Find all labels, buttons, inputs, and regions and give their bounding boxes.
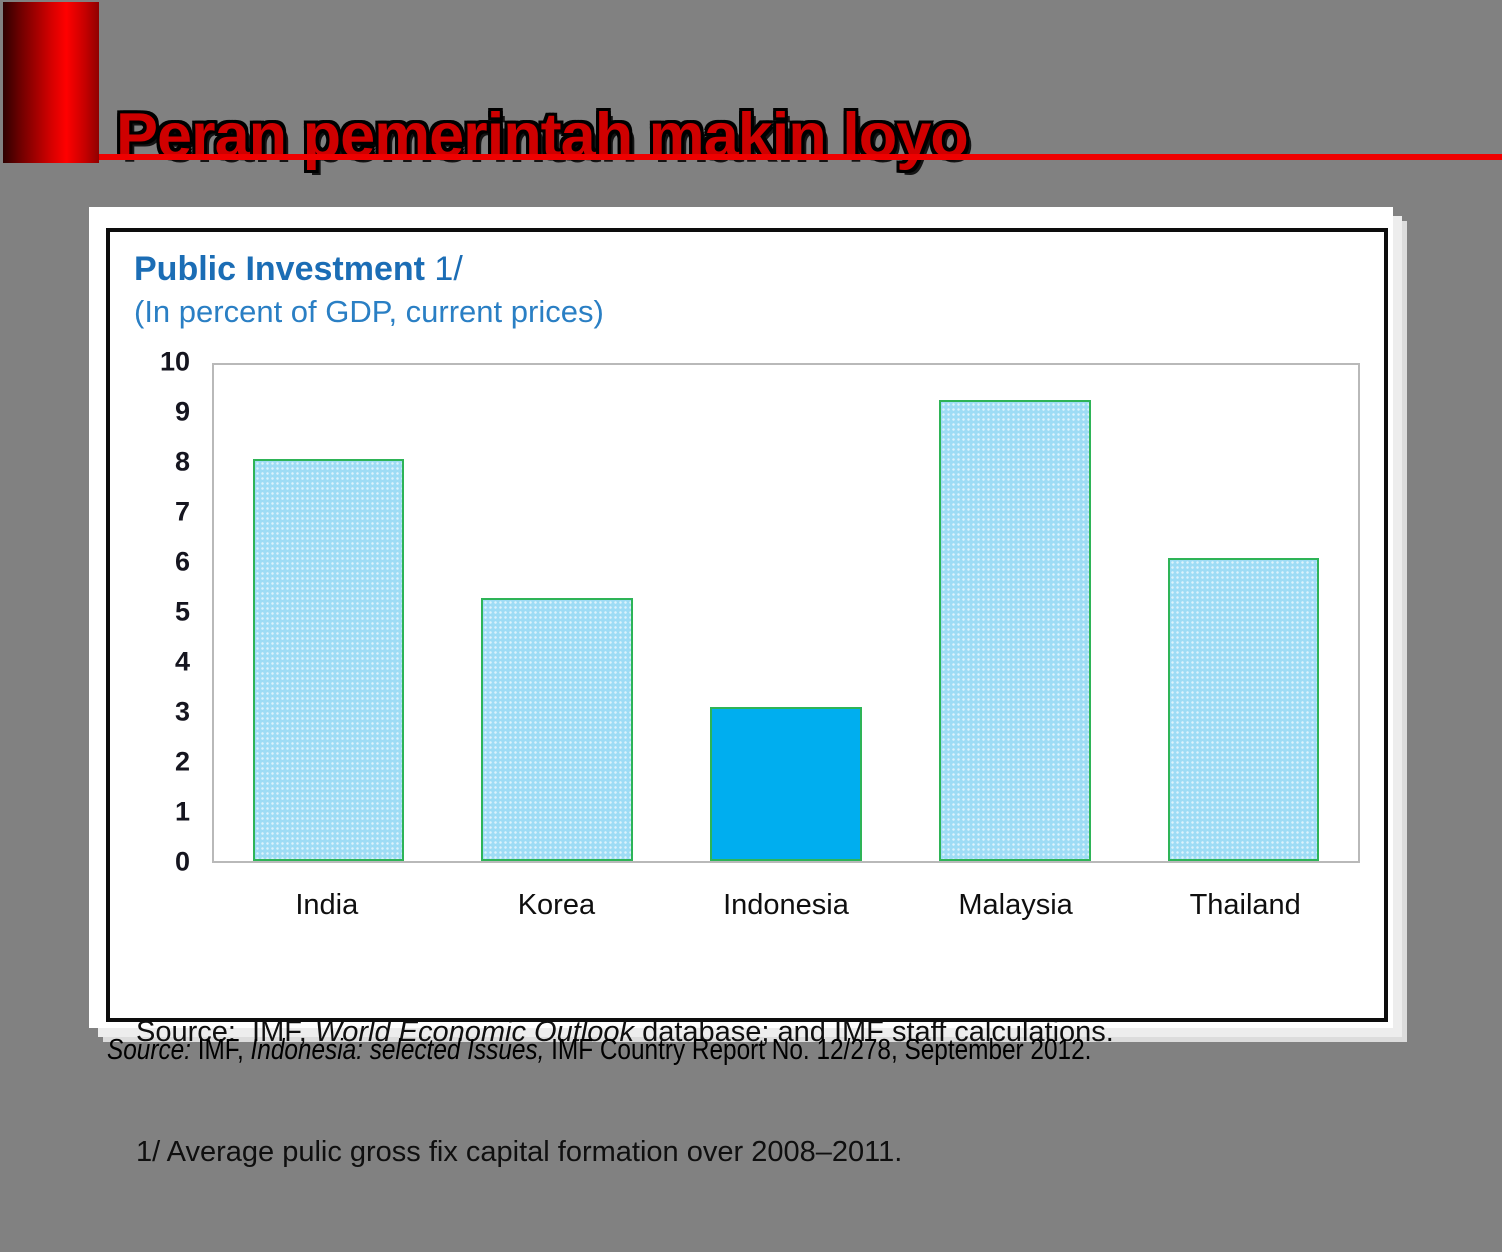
y-tick-label: 8: [174, 446, 190, 477]
chart-card: Public Investment 1/ (In percent of GDP,…: [89, 207, 1393, 1168]
source-line-2: 1/ Average pulic gross fix capital forma…: [136, 1136, 903, 1168]
y-tick-label: 3: [174, 696, 190, 727]
chart-title-main: Public Investment: [134, 250, 425, 288]
y-axis: 0 1 2 3 4 5 6 7 8 9 10: [110, 346, 202, 876]
x-tick-label: India: [295, 889, 359, 921]
chart-title-footnote-mark: 1/: [424, 250, 463, 288]
y-tick-label: 4: [174, 646, 190, 677]
source-line1-prefix: Source: IMF,: [136, 1016, 315, 1048]
caption-plain-2: IMF Country Report No. 12/278, September…: [544, 1034, 1092, 1066]
source-line1-suffix: database; and IMF staff calculations.: [634, 1016, 1114, 1048]
y-tick-label: 6: [174, 546, 190, 577]
slide-caption: Source: IMF, Indonesia: selected Issues,…: [107, 1034, 1091, 1067]
chart-subtitle: (In percent of GDP, current prices): [134, 294, 604, 329]
caption-report-title: Indonesia: selected Issues,: [250, 1034, 545, 1066]
caption-plain-1: IMF,: [190, 1034, 251, 1066]
y-tick-label: 1: [174, 796, 190, 827]
x-tick-label: Korea: [517, 889, 596, 921]
y-tick-label: 9: [174, 396, 190, 427]
bar-india: [252, 459, 405, 861]
x-tick-label: Indonesia: [723, 889, 849, 921]
x-tick-label: Malaysia: [958, 889, 1073, 921]
bar-thailand: [1167, 558, 1320, 861]
x-tick-label: Thailand: [1189, 889, 1301, 921]
chart-frame: Public Investment 1/ (In percent of GDP,…: [106, 228, 1388, 1168]
y-tick-label: 5: [174, 596, 190, 627]
bar-malaysia: [939, 399, 1091, 861]
chart-source-note: Source: IMF, World Economic Outlook data…: [136, 932, 1366, 1252]
chart-title: Public Investment 1/: [134, 250, 463, 289]
red-accent-bar: [3, 2, 99, 163]
y-tick-label: 10: [159, 346, 190, 377]
slide-title: Peran pemerintah makin loyo: [116, 101, 969, 172]
caption-source-word: Source:: [107, 1034, 191, 1066]
x-axis: India Korea Indonesia Malaysia Thailand: [212, 889, 1360, 931]
bar-indonesia: [710, 707, 862, 861]
source-line1-italic: World Economic Outlook: [314, 1016, 635, 1048]
bar-korea: [481, 598, 633, 861]
title-underline: [99, 154, 1502, 160]
y-tick-label: 2: [174, 746, 190, 777]
plot-area: [212, 363, 1360, 863]
y-tick-label: 0: [174, 846, 190, 877]
y-tick-label: 7: [174, 496, 190, 527]
source-line-1: Source: IMF, World Economic Outlook data…: [136, 1012, 1366, 1052]
